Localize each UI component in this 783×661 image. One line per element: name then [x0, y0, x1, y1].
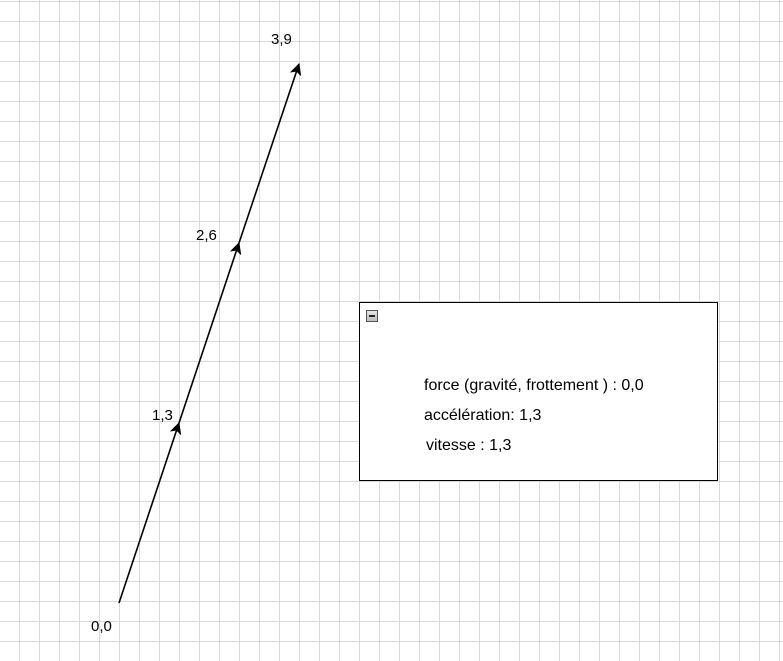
- force-text: force (gravité, frottement ) : 0,0: [424, 377, 644, 394]
- vector-segment-2[interactable]: [178, 242, 242, 424]
- point-label-1-3: 1,3: [152, 407, 173, 424]
- minus-square-icon[interactable]: [366, 310, 378, 322]
- acceleration-text: accélération: 1,3: [424, 407, 542, 424]
- vector-segment-3[interactable]: [238, 63, 302, 244]
- vector-segment-1[interactable]: [118, 422, 182, 604]
- point-label-3-9: 3,9: [271, 31, 292, 48]
- point-label-0-0: 0,0: [91, 618, 112, 635]
- info-box[interactable]: force (gravité, frottement ) : 0,0 accél…: [359, 302, 718, 481]
- point-label-2-6: 2,6: [196, 227, 217, 244]
- vitesse-text: vitesse : 1,3: [426, 437, 512, 454]
